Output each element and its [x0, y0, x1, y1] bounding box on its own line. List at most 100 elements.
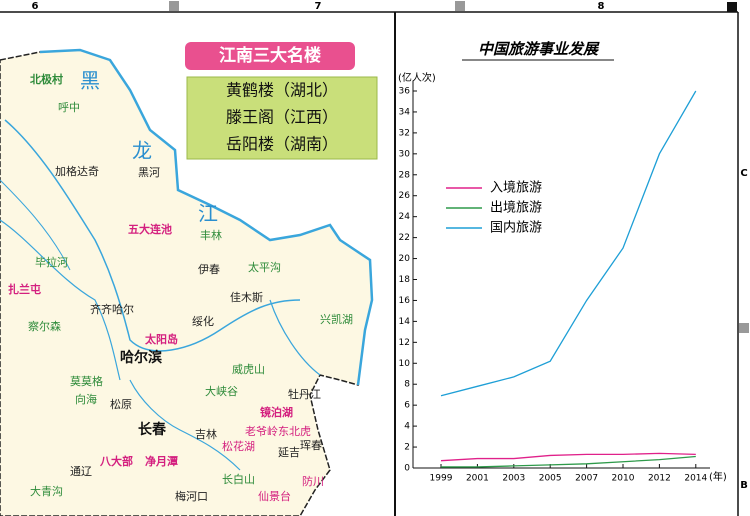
feature-title: 江南三大名楼 [219, 45, 321, 66]
map-label: 毕拉河 [35, 255, 68, 269]
map-label: 北极村 [30, 72, 63, 86]
legend-label: 出境旅游 [490, 201, 542, 216]
ruler-marker [455, 1, 465, 11]
feature-item: 岳阳楼（湖南） [226, 135, 338, 154]
y-tick-label: 18 [399, 275, 411, 285]
feature-item: 黄鹤楼（湖北） [226, 81, 338, 100]
map-label: 太平沟 [248, 261, 281, 274]
data-line [440, 90, 697, 397]
y-tick-label: 24 [399, 212, 411, 222]
y-tick-label: 14 [399, 317, 411, 327]
feature-item: 滕王阁（江西） [226, 108, 338, 127]
ruler-marker [169, 1, 179, 11]
legend-label: 国内旅游 [490, 220, 542, 236]
feature-title-box [185, 42, 355, 70]
border-river [39, 48, 374, 386]
map-labels: 北极村 呼中 黑 龙 江 加格达奇 黑河 五大连池 丰林 伊春 太平沟 毕拉河 … [8, 69, 353, 504]
x-axis-label: (年) [709, 470, 727, 483]
y-tick-label: 26 [399, 191, 411, 201]
legend-label: 入境旅游 [490, 181, 542, 196]
data-line [441, 455, 696, 468]
map-label: 黑 [80, 69, 100, 93]
map-label: 净月潭 [145, 454, 178, 468]
y-tick-label: 34 [399, 107, 411, 117]
map-label: 大青沟 [30, 484, 63, 498]
map-label: 长白山 [222, 472, 255, 486]
x-tick-label: 2014 [684, 474, 707, 484]
map-label: 镜泊湖 [260, 405, 293, 419]
feature-list-box [186, 76, 378, 160]
map-label: 牡丹江 [288, 387, 321, 401]
map-label: 伊春 [198, 263, 220, 276]
x-tick-label: 2001 [466, 474, 489, 484]
map-label: 珲春 [300, 439, 322, 452]
map-label: 梅河口 [175, 489, 208, 503]
map-label: 莫莫格 [70, 374, 103, 388]
map-label: 大峡谷 [205, 384, 238, 398]
y-tick-label: 32 [399, 128, 410, 138]
x-tick-label: 2007 [575, 474, 598, 484]
y-tick-label: 22 [399, 233, 410, 243]
map-label: 兴凯湖 [320, 313, 353, 326]
x-tick-label: 1999 [430, 474, 453, 484]
map-label: 吉林 [195, 427, 217, 441]
ruler-label: C [740, 168, 747, 179]
y-tick-label: 30 [399, 149, 411, 159]
y-tick-label: 10 [399, 359, 411, 369]
y-tick-label: 6 [404, 401, 410, 411]
y-tick-label: 12 [399, 338, 410, 348]
y-tick-label: 0 [404, 464, 410, 474]
y-tick-label: 28 [399, 170, 411, 180]
y-tick-label: 36 [399, 87, 411, 97]
river [0, 179, 71, 271]
x-tick-label: 2005 [539, 474, 562, 484]
ruler-marker [739, 323, 749, 333]
y-axis-label: (亿人次) [398, 71, 436, 84]
river [269, 299, 321, 376]
map-label: 龙 [132, 139, 152, 163]
map-label: 绥化 [192, 314, 214, 328]
map-label: 延吉 [278, 446, 300, 459]
river [4, 119, 301, 352]
map-label: 扎兰屯 [8, 282, 41, 296]
map-label: 五大连池 [128, 222, 172, 236]
ruler-label: 7 [315, 1, 322, 12]
map-label: 长春 [138, 421, 167, 438]
map-label: 丰林 [200, 228, 222, 242]
river [0, 219, 121, 381]
x-tick-label: 2010 [612, 474, 635, 484]
top-ruler [0, 0, 750, 12]
x-tick-label: 2003 [502, 474, 525, 484]
map-label: 通辽 [70, 465, 92, 478]
map-label: 加格达奇 [55, 164, 99, 178]
y-tick-label: 16 [399, 296, 411, 306]
map-label: 太阳岛 [144, 332, 178, 346]
y-tick-label: 8 [404, 380, 410, 390]
map-label: 向海 [75, 392, 97, 406]
river [129, 379, 241, 471]
map-label: 江 [198, 202, 218, 226]
y-tick-label: 2 [404, 443, 410, 453]
map-label: 仙景台 [258, 489, 291, 503]
ruler-label: 8 [598, 1, 605, 12]
ruler-label: B [740, 480, 748, 491]
map-label: 察尔森 [28, 319, 61, 333]
map-label: 松花湖 [222, 439, 255, 453]
map-label: 八大部 [99, 454, 133, 468]
ruler-marker [727, 2, 737, 12]
map-label: 佳木斯 [230, 290, 263, 304]
chart-title: 中国旅游事业发展 [478, 40, 600, 58]
y-tick-label: 20 [399, 254, 411, 264]
map-label: 齐齐哈尔 [90, 302, 134, 316]
map-label: 威虎山 [232, 363, 265, 376]
map-label: 防川 [302, 474, 324, 488]
data-line [440, 452, 696, 462]
x-tick-label: 2012 [648, 474, 671, 484]
map-label: 哈尔滨 [120, 349, 162, 366]
map-label: 黑河 [138, 166, 160, 179]
y-tick-label: 4 [404, 422, 410, 432]
ruler-label: 6 [32, 1, 39, 12]
map-label: 呼中 [58, 101, 80, 114]
